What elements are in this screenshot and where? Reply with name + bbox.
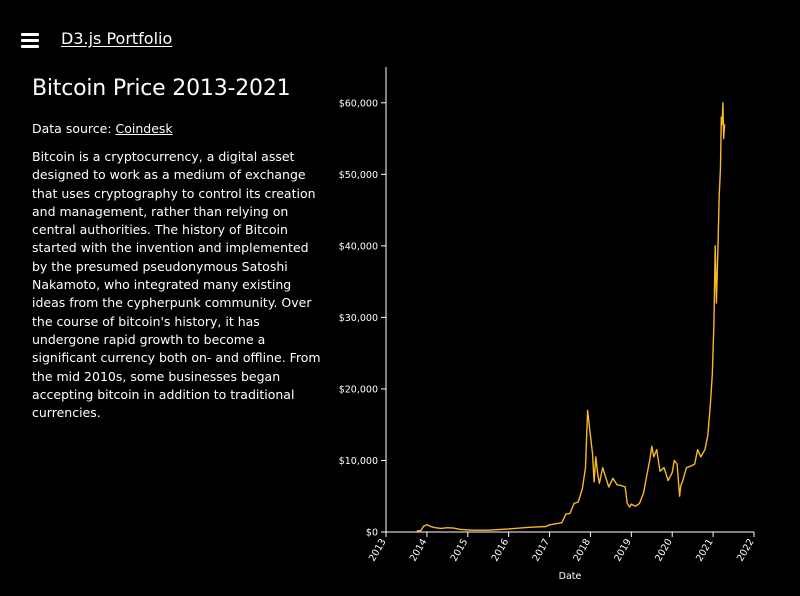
page-title: Bitcoin Price 2013-2021 — [32, 76, 291, 101]
brand-link[interactable]: D3.js Portfolio — [61, 29, 173, 48]
x-axis: 2013 2014 2015 2016 2017 2018 2019 2020 2021 2022 — [367, 531, 757, 563]
price-line — [416, 102, 726, 532]
y-tick-label: $50,000 — [339, 170, 378, 181]
y-tick-label: $60,000 — [339, 98, 378, 109]
y-tick-label: $10,000 — [339, 456, 378, 467]
y-tick-label: $40,000 — [339, 241, 378, 252]
plot-area — [416, 102, 726, 532]
x-tick-label: 2014 — [408, 537, 430, 563]
description-text: Bitcoin is a cryptocurrency, a digital a… — [32, 149, 321, 421]
coindesk-link[interactable]: Coindesk — [115, 121, 173, 136]
x-tick-label: 2019 — [612, 537, 634, 563]
x-tick-label: 2017 — [531, 537, 553, 563]
data-source-label: Data source: — [32, 121, 116, 136]
top-nav: D3.js Portfolio — [0, 0, 800, 70]
bitcoin-price-chart: $0 $10,000 $20,000 $30,000 $40,000 $50,000 $60… — [339, 67, 757, 582]
y-tick-label: $30,000 — [339, 313, 378, 324]
x-axis-label: Date — [559, 571, 582, 582]
y-axis: $0 $10,000 $20,000 $30,000 $40,000 $50,000 $60… — [339, 67, 387, 539]
x-tick-label: 2018 — [571, 537, 593, 563]
data-source: Data source: Coindesk — [32, 120, 324, 138]
info-panel: Bitcoin Price 2013-2021 Data source: Coi… — [32, 74, 324, 422]
x-tick-label: 2015 — [449, 537, 471, 563]
x-tick-label: 2013 — [367, 537, 389, 563]
x-tick-label: 2022 — [735, 537, 757, 563]
x-tick-label: 2020 — [653, 537, 675, 563]
hamburger-menu-icon[interactable] — [21, 33, 39, 48]
x-tick-label: 2016 — [490, 537, 512, 563]
y-tick-label: $20,000 — [339, 384, 378, 395]
x-tick-label: 2021 — [694, 537, 716, 563]
y-tick-label: $0 — [366, 528, 378, 539]
